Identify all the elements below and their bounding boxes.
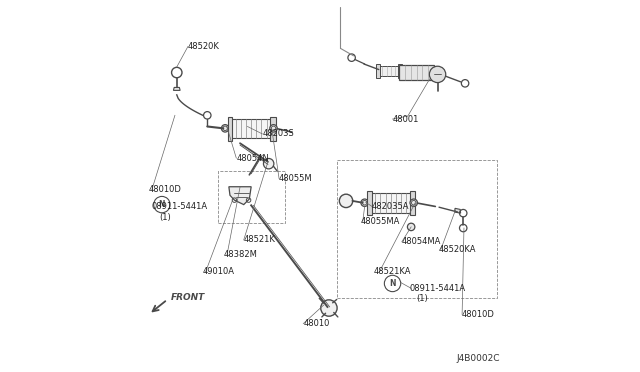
Text: 482035A: 482035A xyxy=(372,202,410,211)
Polygon shape xyxy=(229,187,251,205)
Text: 48055MA: 48055MA xyxy=(361,217,400,226)
Text: 48521K: 48521K xyxy=(244,235,276,244)
Text: (1): (1) xyxy=(417,294,428,303)
Text: 48055M: 48055M xyxy=(279,174,313,183)
Text: FRONT: FRONT xyxy=(170,293,205,302)
Bar xyxy=(398,64,402,78)
Bar xyxy=(376,64,380,78)
Text: 08911-5441A: 08911-5441A xyxy=(152,202,208,211)
Text: 48010D: 48010D xyxy=(461,310,494,319)
Bar xyxy=(378,66,399,76)
Circle shape xyxy=(321,300,337,316)
Circle shape xyxy=(264,158,274,169)
Text: 49010A: 49010A xyxy=(203,267,235,276)
Text: J4B0002C: J4B0002C xyxy=(457,354,500,363)
Bar xyxy=(228,117,232,141)
Text: 48520KA: 48520KA xyxy=(439,245,477,254)
Text: 48010D: 48010D xyxy=(149,185,182,194)
Text: 48382M: 48382M xyxy=(223,250,257,259)
Text: N: N xyxy=(159,200,165,209)
Circle shape xyxy=(361,199,369,206)
Bar xyxy=(337,160,497,298)
Bar xyxy=(231,119,271,138)
Text: 48521KA: 48521KA xyxy=(374,267,412,276)
Bar xyxy=(218,171,285,223)
Text: 48010: 48010 xyxy=(303,319,330,328)
Circle shape xyxy=(221,125,229,132)
Circle shape xyxy=(339,194,353,208)
Circle shape xyxy=(270,125,277,132)
Bar xyxy=(270,117,276,141)
Bar xyxy=(367,191,372,215)
Text: 48203S: 48203S xyxy=(262,129,294,138)
Circle shape xyxy=(410,199,417,206)
Text: 48054MA: 48054MA xyxy=(402,237,441,246)
Text: (1): (1) xyxy=(159,213,171,222)
Text: 08911-5441A: 08911-5441A xyxy=(410,284,465,293)
Text: 48054N: 48054N xyxy=(236,154,269,163)
Bar xyxy=(399,65,434,80)
Text: 48001: 48001 xyxy=(392,115,419,124)
Circle shape xyxy=(408,223,415,231)
Polygon shape xyxy=(173,87,180,90)
Bar xyxy=(410,191,415,215)
Bar xyxy=(370,193,411,213)
Polygon shape xyxy=(454,208,461,213)
Circle shape xyxy=(429,66,445,83)
Text: 48520K: 48520K xyxy=(188,42,220,51)
Text: N: N xyxy=(389,279,396,288)
